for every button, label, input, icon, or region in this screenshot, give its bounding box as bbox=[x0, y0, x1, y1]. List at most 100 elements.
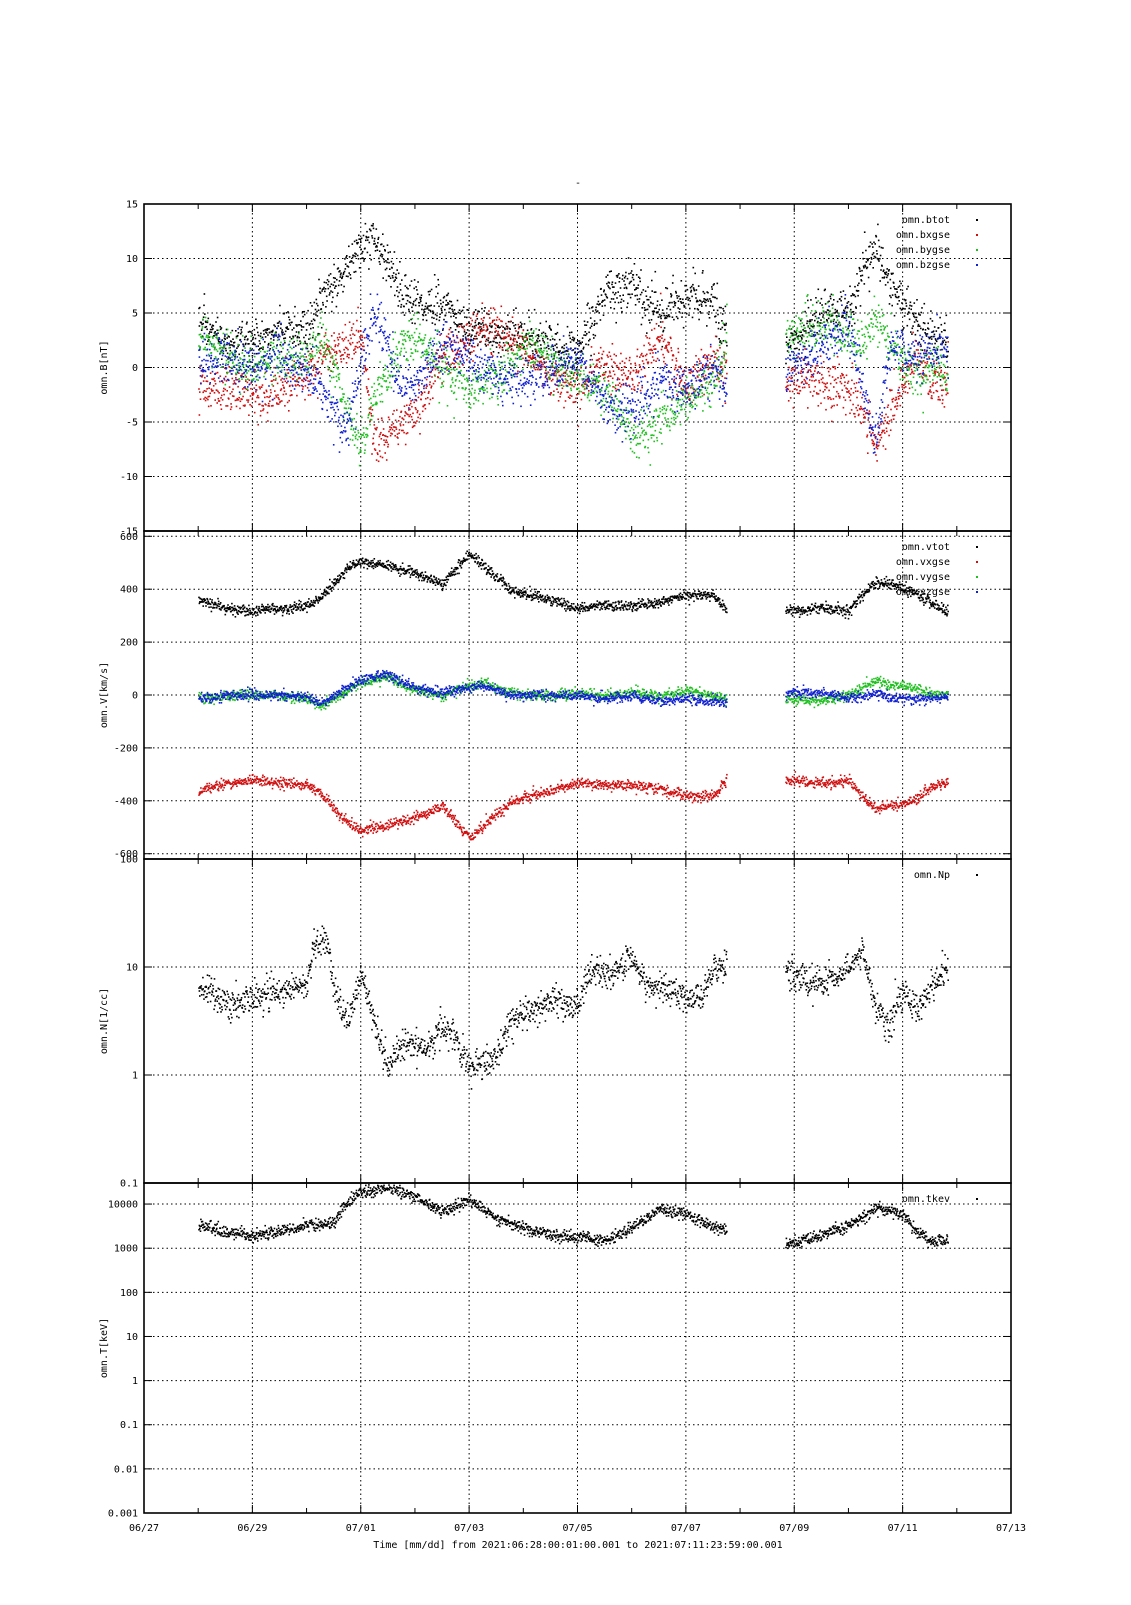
data-point bbox=[840, 377, 842, 379]
data-point bbox=[788, 400, 790, 402]
data-point bbox=[818, 393, 820, 395]
data-point bbox=[377, 454, 379, 456]
data-point bbox=[932, 320, 934, 322]
data-point bbox=[383, 439, 385, 441]
data-point bbox=[603, 372, 605, 374]
data-point bbox=[318, 357, 320, 359]
data-point bbox=[442, 370, 444, 372]
data-point bbox=[215, 383, 217, 385]
data-point bbox=[512, 343, 514, 345]
data-point bbox=[345, 324, 347, 326]
data-point bbox=[275, 395, 277, 397]
data-point bbox=[708, 366, 710, 368]
data-point bbox=[341, 388, 343, 390]
data-point bbox=[371, 386, 373, 388]
data-point bbox=[848, 396, 850, 398]
data-point bbox=[212, 337, 214, 339]
data-point bbox=[808, 370, 810, 372]
data-point bbox=[359, 465, 361, 467]
data-point bbox=[941, 349, 943, 351]
data-point bbox=[221, 366, 223, 368]
data-point bbox=[397, 437, 399, 439]
data-point bbox=[497, 398, 499, 400]
data-point bbox=[611, 359, 613, 361]
data-point bbox=[867, 419, 869, 421]
data-point bbox=[899, 281, 901, 283]
data-point bbox=[315, 309, 317, 311]
data-point bbox=[710, 346, 712, 348]
data-point bbox=[625, 426, 627, 428]
data-point bbox=[483, 310, 485, 312]
data-point bbox=[293, 378, 295, 380]
data-point bbox=[202, 336, 204, 338]
data-point bbox=[339, 270, 341, 272]
data-point bbox=[874, 443, 876, 445]
data-point bbox=[880, 255, 882, 257]
data-point bbox=[645, 335, 647, 337]
data-point bbox=[436, 315, 438, 317]
data-point bbox=[312, 323, 314, 325]
data-point bbox=[371, 419, 373, 421]
data-point bbox=[357, 307, 359, 309]
data-point bbox=[655, 360, 657, 362]
data-point bbox=[286, 369, 288, 371]
data-point bbox=[517, 335, 519, 337]
data-point bbox=[861, 397, 863, 399]
data-point bbox=[211, 345, 213, 347]
data-point bbox=[597, 403, 599, 405]
data-point bbox=[279, 376, 281, 378]
data-point bbox=[295, 345, 297, 347]
data-point bbox=[357, 447, 359, 449]
data-point bbox=[871, 258, 873, 260]
data-point bbox=[545, 368, 547, 370]
data-point bbox=[389, 429, 391, 431]
data-point bbox=[273, 339, 275, 341]
data-point bbox=[404, 405, 406, 407]
data-point bbox=[501, 306, 503, 308]
data-point bbox=[684, 306, 686, 308]
data-point bbox=[490, 323, 492, 325]
data-point bbox=[357, 342, 359, 344]
data-point bbox=[887, 416, 889, 418]
data-point bbox=[269, 405, 271, 407]
data-point bbox=[718, 328, 720, 330]
data-point bbox=[299, 324, 301, 326]
data-point bbox=[698, 285, 700, 287]
data-point bbox=[559, 385, 561, 387]
data-point bbox=[604, 377, 606, 379]
data-point bbox=[312, 337, 314, 339]
data-point bbox=[799, 386, 801, 388]
data-point bbox=[886, 422, 888, 424]
data-point bbox=[254, 356, 256, 358]
data-point bbox=[325, 288, 327, 290]
data-point bbox=[330, 273, 332, 275]
data-point bbox=[907, 325, 909, 327]
data-point bbox=[858, 290, 860, 292]
data-point bbox=[584, 389, 586, 391]
data-point bbox=[299, 352, 301, 354]
data-point bbox=[256, 327, 258, 329]
data-point bbox=[689, 398, 691, 400]
data-point bbox=[490, 388, 492, 390]
data-point bbox=[818, 380, 820, 382]
data-point bbox=[454, 357, 456, 359]
data-point bbox=[855, 296, 857, 298]
data-point bbox=[567, 392, 569, 394]
data-point bbox=[242, 343, 244, 345]
data-point bbox=[450, 385, 452, 387]
data-point bbox=[814, 386, 816, 388]
data-point bbox=[600, 347, 602, 349]
data-point bbox=[917, 321, 919, 323]
data-point bbox=[448, 312, 450, 314]
data-point bbox=[503, 338, 505, 340]
data-point bbox=[384, 261, 386, 263]
data-point bbox=[556, 343, 558, 345]
data-point bbox=[218, 343, 220, 345]
data-point bbox=[300, 320, 302, 322]
data-point bbox=[629, 373, 631, 375]
data-point bbox=[719, 347, 721, 349]
data-point bbox=[712, 296, 714, 298]
data-point bbox=[518, 328, 520, 330]
data-point bbox=[651, 362, 653, 364]
data-point bbox=[304, 399, 306, 401]
